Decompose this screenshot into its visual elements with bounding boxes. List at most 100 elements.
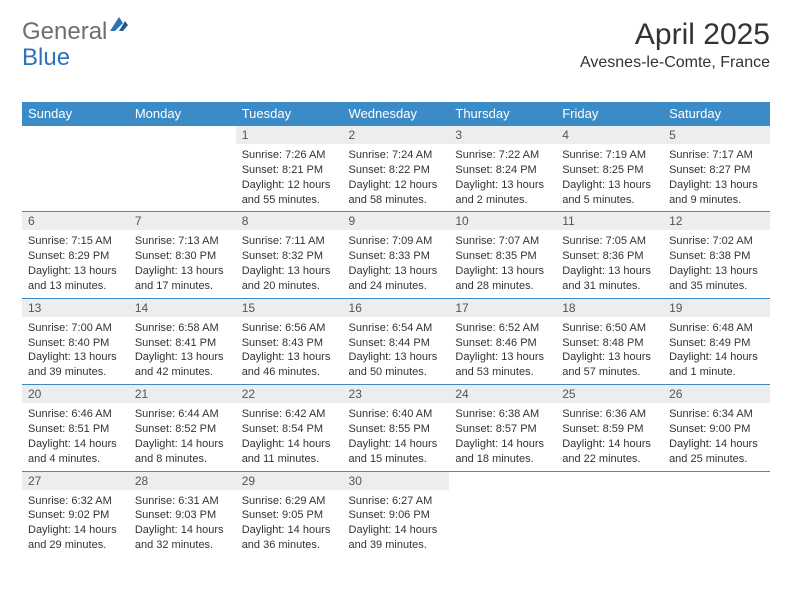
day-number: 11 [556, 212, 663, 230]
day-content: Sunrise: 7:19 AMSunset: 8:25 PMDaylight:… [556, 144, 663, 211]
day-number-empty [663, 472, 770, 490]
sunset-text: Sunset: 8:38 PM [669, 249, 764, 264]
day-number-empty [556, 472, 663, 490]
day-number: 15 [236, 299, 343, 317]
sunrise-text: Sunrise: 7:07 AM [455, 234, 550, 249]
day-number: 16 [343, 299, 450, 317]
day-content: Sunrise: 7:13 AMSunset: 8:30 PMDaylight:… [129, 230, 236, 297]
sunrise-text: Sunrise: 7:15 AM [28, 234, 123, 249]
sunset-text: Sunset: 8:46 PM [455, 336, 550, 351]
sunset-text: Sunset: 8:49 PM [669, 336, 764, 351]
sunset-text: Sunset: 8:41 PM [135, 336, 230, 351]
calendar-day-cell: 20Sunrise: 6:46 AMSunset: 8:51 PMDayligh… [22, 385, 129, 471]
day-content: Sunrise: 7:05 AMSunset: 8:36 PMDaylight:… [556, 230, 663, 297]
daylight-text: Daylight: 14 hours and 36 minutes. [242, 523, 337, 553]
sunrise-text: Sunrise: 6:56 AM [242, 321, 337, 336]
day-content: Sunrise: 7:17 AMSunset: 8:27 PMDaylight:… [663, 144, 770, 211]
day-number: 28 [129, 472, 236, 490]
day-content: Sunrise: 6:36 AMSunset: 8:59 PMDaylight:… [556, 403, 663, 470]
calendar-day-cell: 13Sunrise: 7:00 AMSunset: 8:40 PMDayligh… [22, 298, 129, 384]
calendar-day-cell: 23Sunrise: 6:40 AMSunset: 8:55 PMDayligh… [343, 385, 450, 471]
day-content: Sunrise: 6:54 AMSunset: 8:44 PMDaylight:… [343, 317, 450, 384]
daylight-text: Daylight: 13 hours and 46 minutes. [242, 350, 337, 380]
sunset-text: Sunset: 8:55 PM [349, 422, 444, 437]
calendar-day-cell: 12Sunrise: 7:02 AMSunset: 8:38 PMDayligh… [663, 212, 770, 298]
day-number: 27 [22, 472, 129, 490]
day-number: 23 [343, 385, 450, 403]
weekday-header: Wednesday [343, 102, 450, 126]
flag-icon [109, 15, 129, 38]
calendar-day-cell: 19Sunrise: 6:48 AMSunset: 8:49 PMDayligh… [663, 298, 770, 384]
day-number: 9 [343, 212, 450, 230]
day-content: Sunrise: 6:34 AMSunset: 9:00 PMDaylight:… [663, 403, 770, 470]
sunrise-text: Sunrise: 7:17 AM [669, 148, 764, 163]
daylight-text: Daylight: 13 hours and 13 minutes. [28, 264, 123, 294]
sunset-text: Sunset: 8:29 PM [28, 249, 123, 264]
day-number: 21 [129, 385, 236, 403]
calendar-day-cell: 6Sunrise: 7:15 AMSunset: 8:29 PMDaylight… [22, 212, 129, 298]
sunset-text: Sunset: 9:03 PM [135, 508, 230, 523]
calendar-week-row: 1Sunrise: 7:26 AMSunset: 8:21 PMDaylight… [22, 126, 770, 212]
sunset-text: Sunset: 9:00 PM [669, 422, 764, 437]
location-subtitle: Avesnes-le-Comte, France [580, 54, 770, 72]
day-content: Sunrise: 6:44 AMSunset: 8:52 PMDaylight:… [129, 403, 236, 470]
sunrise-text: Sunrise: 6:58 AM [135, 321, 230, 336]
sunrise-text: Sunrise: 6:34 AM [669, 407, 764, 422]
sunrise-text: Sunrise: 6:36 AM [562, 407, 657, 422]
daylight-text: Daylight: 14 hours and 25 minutes. [669, 437, 764, 467]
day-number: 22 [236, 385, 343, 403]
sunset-text: Sunset: 8:40 PM [28, 336, 123, 351]
calendar-day-cell: 10Sunrise: 7:07 AMSunset: 8:35 PMDayligh… [449, 212, 556, 298]
daylight-text: Daylight: 14 hours and 11 minutes. [242, 437, 337, 467]
daylight-text: Daylight: 14 hours and 4 minutes. [28, 437, 123, 467]
calendar-day-cell: 4Sunrise: 7:19 AMSunset: 8:25 PMDaylight… [556, 126, 663, 212]
day-number-empty [129, 126, 236, 144]
calendar-day-cell: 9Sunrise: 7:09 AMSunset: 8:33 PMDaylight… [343, 212, 450, 298]
day-number: 13 [22, 299, 129, 317]
calendar-day-cell: 8Sunrise: 7:11 AMSunset: 8:32 PMDaylight… [236, 212, 343, 298]
sunrise-text: Sunrise: 7:26 AM [242, 148, 337, 163]
day-number-empty [22, 126, 129, 144]
sunset-text: Sunset: 8:35 PM [455, 249, 550, 264]
day-content: Sunrise: 7:00 AMSunset: 8:40 PMDaylight:… [22, 317, 129, 384]
sunrise-text: Sunrise: 7:22 AM [455, 148, 550, 163]
sunrise-text: Sunrise: 7:19 AM [562, 148, 657, 163]
day-number: 10 [449, 212, 556, 230]
day-content: Sunrise: 6:52 AMSunset: 8:46 PMDaylight:… [449, 317, 556, 384]
daylight-text: Daylight: 14 hours and 32 minutes. [135, 523, 230, 553]
daylight-text: Daylight: 13 hours and 53 minutes. [455, 350, 550, 380]
calendar-day-cell: 29Sunrise: 6:29 AMSunset: 9:05 PMDayligh… [236, 471, 343, 557]
daylight-text: Daylight: 13 hours and 39 minutes. [28, 350, 123, 380]
calendar-day-cell: 7Sunrise: 7:13 AMSunset: 8:30 PMDaylight… [129, 212, 236, 298]
day-number: 1 [236, 126, 343, 144]
calendar-day-cell: 2Sunrise: 7:24 AMSunset: 8:22 PMDaylight… [343, 126, 450, 212]
day-content: Sunrise: 7:09 AMSunset: 8:33 PMDaylight:… [343, 230, 450, 297]
calendar-day-cell: 11Sunrise: 7:05 AMSunset: 8:36 PMDayligh… [556, 212, 663, 298]
day-content: Sunrise: 7:24 AMSunset: 8:22 PMDaylight:… [343, 144, 450, 211]
sunset-text: Sunset: 8:22 PM [349, 163, 444, 178]
calendar-day-cell: 14Sunrise: 6:58 AMSunset: 8:41 PMDayligh… [129, 298, 236, 384]
day-content: Sunrise: 6:38 AMSunset: 8:57 PMDaylight:… [449, 403, 556, 470]
day-content: Sunrise: 6:48 AMSunset: 8:49 PMDaylight:… [663, 317, 770, 384]
day-content: Sunrise: 7:22 AMSunset: 8:24 PMDaylight:… [449, 144, 556, 211]
day-number: 30 [343, 472, 450, 490]
calendar-day-cell: 21Sunrise: 6:44 AMSunset: 8:52 PMDayligh… [129, 385, 236, 471]
sunset-text: Sunset: 8:57 PM [455, 422, 550, 437]
weekday-header: Sunday [22, 102, 129, 126]
calendar-day-cell: 18Sunrise: 6:50 AMSunset: 8:48 PMDayligh… [556, 298, 663, 384]
weekday-header: Thursday [449, 102, 556, 126]
sunrise-text: Sunrise: 6:44 AM [135, 407, 230, 422]
day-number-empty [449, 472, 556, 490]
day-content: Sunrise: 6:50 AMSunset: 8:48 PMDaylight:… [556, 317, 663, 384]
day-number: 24 [449, 385, 556, 403]
day-content: Sunrise: 6:42 AMSunset: 8:54 PMDaylight:… [236, 403, 343, 470]
sunrise-text: Sunrise: 6:27 AM [349, 494, 444, 509]
sunrise-text: Sunrise: 7:02 AM [669, 234, 764, 249]
sunrise-text: Sunrise: 7:13 AM [135, 234, 230, 249]
sunset-text: Sunset: 8:24 PM [455, 163, 550, 178]
calendar-header-row: Sunday Monday Tuesday Wednesday Thursday… [22, 102, 770, 126]
sunset-text: Sunset: 8:52 PM [135, 422, 230, 437]
sunrise-text: Sunrise: 6:29 AM [242, 494, 337, 509]
sunset-text: Sunset: 8:33 PM [349, 249, 444, 264]
sunrise-text: Sunrise: 7:09 AM [349, 234, 444, 249]
